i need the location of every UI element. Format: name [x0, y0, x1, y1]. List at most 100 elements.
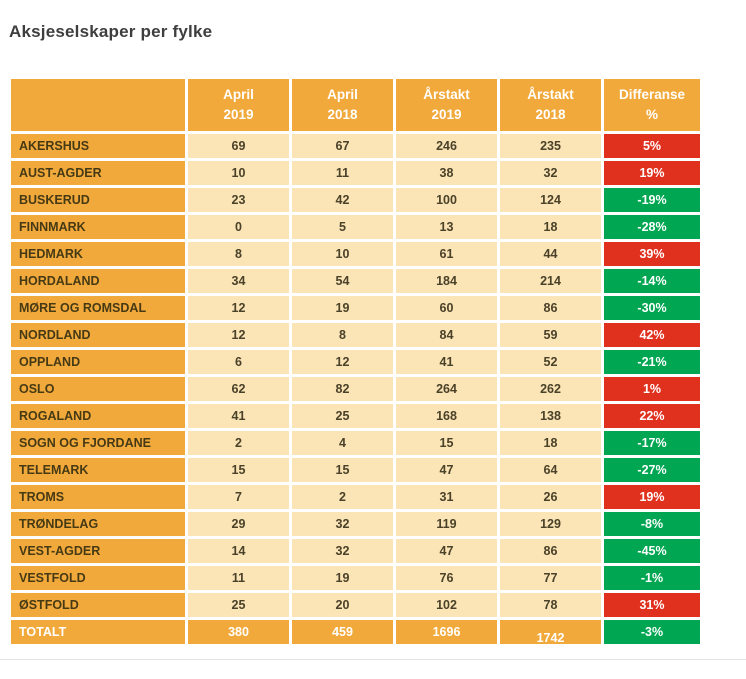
fylke-cell: TRØNDELAG — [8, 509, 188, 539]
column-header-line2: 2018 — [327, 107, 358, 122]
fylke-cell: AUST-AGDER — [8, 158, 188, 188]
diff-cell: 22% — [601, 401, 703, 431]
table-row: TRØNDELAG 29 32 119 129 -8% — [8, 509, 703, 539]
table-row: HEDMARK 8 10 61 44 39% — [8, 239, 703, 269]
diff-cell: -27% — [601, 455, 703, 485]
value-cell: 15 — [393, 428, 500, 458]
diff-cell: -1% — [601, 563, 703, 593]
value-cell: 5 — [289, 212, 396, 242]
table-row: OPPLAND 6 12 41 52 -21% — [8, 347, 703, 377]
fylke-cell: TELEMARK — [8, 455, 188, 485]
column-header: April 2018 — [289, 76, 396, 134]
column-header-line1: April — [223, 87, 254, 103]
value-cell: 8 — [289, 320, 396, 350]
value-cell: 1742 — [497, 617, 604, 647]
column-header-line2: 2019 — [431, 107, 462, 122]
diff-cell: -45% — [601, 536, 703, 566]
value-cell: 44 — [497, 239, 604, 269]
value-cell: 235 — [497, 131, 604, 161]
fylke-cell: VESTFOLD — [8, 563, 188, 593]
value-cell: 47 — [393, 536, 500, 566]
value-cell: 246 — [393, 131, 500, 161]
value-cell: 12 — [185, 293, 292, 323]
value-cell: 168 — [393, 401, 500, 431]
value-cell: 59 — [497, 320, 604, 350]
value-text: 1742 — [536, 631, 565, 645]
table-row: ROGALAND 41 25 168 138 22% — [8, 401, 703, 431]
table-row: VESTFOLD 11 19 76 77 -1% — [8, 563, 703, 593]
value-cell: 41 — [185, 401, 292, 431]
value-cell: 25 — [289, 401, 396, 431]
value-cell: 25 — [185, 590, 292, 620]
table-row: VEST-AGDER 14 32 47 86 -45% — [8, 536, 703, 566]
fylke-cell: SOGN OG FJORDANE — [8, 428, 188, 458]
value-cell: 61 — [393, 239, 500, 269]
page-title: Aksjeselskaper per fylke — [9, 22, 213, 41]
table-header: April 2019 April 2018 Årstakt 2019 Årstakt 2018… — [8, 76, 703, 134]
column-header: Årstakt 2018 — [497, 76, 604, 134]
table-row: TROMS 7 2 31 26 19% — [8, 482, 703, 512]
column-header-line1: Differanse — [618, 87, 686, 103]
table-row: HORDALAND 34 54 184 214 -14% — [8, 266, 703, 296]
diff-cell: -8% — [601, 509, 703, 539]
fylke-cell: VEST-AGDER — [8, 536, 188, 566]
value-cell: 2 — [289, 482, 396, 512]
table-body: AKERSHUS 69 67 246 235 5% AUST-AGDER 10 11 38 32 19… — [8, 131, 703, 647]
value-cell: 13 — [393, 212, 500, 242]
value-cell: 38 — [393, 158, 500, 188]
diff-cell: -17% — [601, 428, 703, 458]
fylke-cell: AKERSHUS — [8, 131, 188, 161]
value-cell: 214 — [497, 266, 604, 296]
value-cell: 77 — [497, 563, 604, 593]
table-row: OSLO 62 82 264 262 1% — [8, 374, 703, 404]
value-cell: 264 — [393, 374, 500, 404]
value-cell: 10 — [289, 239, 396, 269]
fylke-cell: ROGALAND — [8, 401, 188, 431]
diff-cell: -19% — [601, 185, 703, 215]
value-cell: 100 — [393, 185, 500, 215]
value-cell: 15 — [185, 455, 292, 485]
value-cell: 29 — [185, 509, 292, 539]
table-row: SOGN OG FJORDANE 2 4 15 18 -17% — [8, 428, 703, 458]
value-cell: 8 — [185, 239, 292, 269]
diff-cell: -3% — [601, 617, 703, 647]
value-cell: 138 — [497, 401, 604, 431]
value-cell: 86 — [497, 536, 604, 566]
column-header: April 2019 — [185, 76, 292, 134]
fylke-table: April 2019 April 2018 Årstakt 2019 Årstakt 2018… — [8, 76, 703, 647]
table-row: NORDLAND 12 8 84 59 42% — [8, 320, 703, 350]
value-cell: 0 — [185, 212, 292, 242]
value-cell: 76 — [393, 563, 500, 593]
fylke-cell: TROMS — [8, 482, 188, 512]
column-header-line2: 2019 — [223, 107, 254, 122]
column-header: Differanse% — [601, 76, 703, 134]
table-row: BUSKERUD 23 42 100 124 -19% — [8, 185, 703, 215]
value-cell: 12 — [185, 320, 292, 350]
value-cell: 64 — [497, 455, 604, 485]
diff-cell: -14% — [601, 266, 703, 296]
value-cell: 119 — [393, 509, 500, 539]
column-header: Årstakt 2019 — [393, 76, 500, 134]
value-cell: 12 — [289, 347, 396, 377]
diff-cell: -28% — [601, 212, 703, 242]
value-cell: 459 — [289, 617, 396, 647]
value-cell: 78 — [497, 590, 604, 620]
value-cell: 18 — [497, 212, 604, 242]
value-cell: 62 — [185, 374, 292, 404]
value-cell: 10 — [185, 158, 292, 188]
table-row: AUST-AGDER 10 11 38 32 19% — [8, 158, 703, 188]
value-cell: 84 — [393, 320, 500, 350]
value-cell: 60 — [393, 293, 500, 323]
value-cell: 102 — [393, 590, 500, 620]
value-cell: 23 — [185, 185, 292, 215]
diff-cell: -30% — [601, 293, 703, 323]
diff-cell: 1% — [601, 374, 703, 404]
value-cell: 11 — [289, 158, 396, 188]
value-cell: 380 — [185, 617, 292, 647]
fylke-cell: OSLO — [8, 374, 188, 404]
diff-cell: 5% — [601, 131, 703, 161]
value-cell: 32 — [289, 536, 396, 566]
value-cell: 42 — [289, 185, 396, 215]
table-row: FINNMARK 0 5 13 18 -28% — [8, 212, 703, 242]
value-cell: 19 — [289, 293, 396, 323]
